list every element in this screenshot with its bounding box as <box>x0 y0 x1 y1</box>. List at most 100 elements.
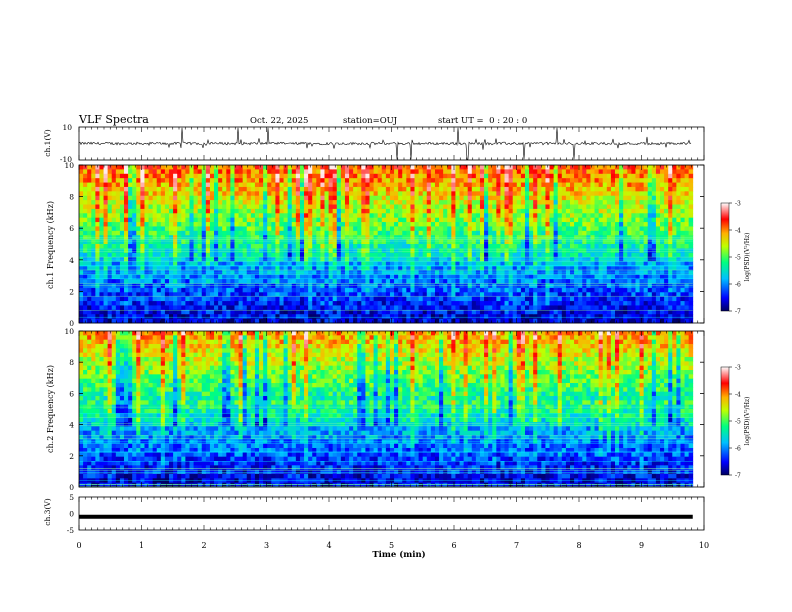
spectrogram-cell <box>447 270 452 276</box>
spectrogram-cell <box>324 191 329 197</box>
spectrogram-cell <box>279 270 284 276</box>
spectrogram-cell <box>451 217 456 223</box>
spectrogram-cell <box>426 287 432 293</box>
spectrogram-cell <box>128 226 133 232</box>
spectrogram-cell <box>565 213 571 219</box>
spectrogram-cell <box>87 182 92 188</box>
spectrogram-cell <box>259 244 264 249</box>
spectrogram-cell <box>639 301 645 306</box>
spectrogram-cell <box>140 318 145 324</box>
spectrogram-cell <box>328 217 334 223</box>
spectrogram-cell <box>144 186 149 192</box>
spectrogram-cell <box>164 195 170 201</box>
spectrogram-cell <box>209 173 215 179</box>
spectrogram-cell <box>177 222 182 227</box>
spectrogram-cell <box>340 169 346 175</box>
spectrogram-cell <box>623 213 628 219</box>
spectrogram-cell <box>492 213 497 219</box>
spectrogram-cell <box>83 230 88 236</box>
spectrogram-cell <box>586 244 591 249</box>
spectrogram-cell <box>537 191 542 197</box>
spectrogram-cell <box>389 195 395 201</box>
spectrogram-cell <box>87 191 92 197</box>
spectrogram-cell <box>574 217 579 223</box>
spectrogram-cell <box>443 274 448 280</box>
spectrogram-cell <box>635 292 640 298</box>
spectrogram-cell <box>471 287 477 293</box>
spectrogram-cell <box>222 208 227 214</box>
spectrogram-cell <box>238 248 244 254</box>
spectrogram-cell <box>369 165 374 170</box>
spectrogram-cell <box>451 265 456 271</box>
spectrogram-cell <box>152 239 158 245</box>
spectrogram-cell <box>332 165 338 170</box>
spectrogram-cell <box>87 204 92 210</box>
spectrogram-cell <box>590 195 595 201</box>
spectrogram-cell <box>508 195 514 201</box>
spectrogram-cell <box>250 287 256 293</box>
spectrogram-cell <box>238 274 244 280</box>
spectrogram-cell <box>467 257 473 262</box>
spectrogram-cell <box>537 182 542 188</box>
spectrogram-cell <box>275 252 280 258</box>
spectrogram-cell <box>406 169 411 175</box>
spectrogram-cell <box>365 230 370 236</box>
spectrogram-cell <box>279 182 284 188</box>
spectrogram-cell <box>124 230 129 236</box>
spectrogram-cell <box>308 178 313 183</box>
spectrogram-cell <box>148 230 154 236</box>
spectrogram-cell <box>83 309 88 315</box>
spectrogram-cell <box>578 178 583 183</box>
spectrogram-cell <box>373 191 379 197</box>
spectrogram-cell <box>610 230 616 236</box>
spectrogram-cell <box>328 226 334 232</box>
spectrogram-cell <box>619 244 624 249</box>
spectrogram-cell <box>463 301 469 306</box>
spectrogram-cell <box>340 208 346 214</box>
spectrogram-cell <box>124 239 129 245</box>
spectrogram-cell <box>492 165 497 170</box>
spectrogram-cell <box>91 305 96 311</box>
spectrogram-cell <box>291 217 297 223</box>
spectrogram-cell <box>594 239 600 245</box>
spectrogram-cell <box>201 296 207 302</box>
spectrogram-cell <box>430 301 436 306</box>
spectrogram-cell <box>594 292 600 298</box>
spectrogram-cell <box>590 169 595 175</box>
spectrogram-cell <box>234 226 239 232</box>
spectrogram-cell <box>201 191 207 197</box>
spectrogram-cell <box>369 195 374 201</box>
spectrogram-cell <box>181 261 186 267</box>
spectrogram-cell <box>205 208 211 214</box>
spectrogram-cell <box>537 318 542 324</box>
spectrogram-cell <box>246 200 252 205</box>
spectrogram-cell <box>398 270 403 276</box>
spectrogram-cell <box>128 186 133 192</box>
spectrogram-cell <box>553 248 559 254</box>
spectrogram-cell <box>275 318 280 324</box>
spectrogram-cell <box>484 208 489 214</box>
spectrogram-cell <box>218 274 223 280</box>
spectrogram-cell <box>529 274 534 280</box>
spectrogram-cell <box>488 261 493 267</box>
spectrogram-cell <box>222 309 227 315</box>
spectrogram-cell <box>615 165 620 170</box>
spectrogram-cell <box>316 279 321 284</box>
spectrogram-cell <box>357 265 362 271</box>
spectrogram-cell <box>402 222 407 227</box>
spectrogram-cell <box>201 195 207 201</box>
spectrogram-cell <box>160 226 166 232</box>
spectrogram-cell <box>148 169 154 175</box>
spectrogram-cell <box>283 222 289 227</box>
spectrogram-cell <box>451 283 456 289</box>
spectrogram-cell <box>197 226 203 232</box>
spectrogram-cell <box>508 222 514 227</box>
spectrogram-cell <box>516 292 522 298</box>
spectrogram-cell <box>406 244 411 249</box>
spectrogram-cell <box>447 274 452 280</box>
spectrogram-cell <box>115 261 121 267</box>
spectrogram-cell <box>83 257 88 262</box>
spectrogram-cell <box>619 301 624 306</box>
spectrogram-cell <box>160 292 166 298</box>
spectrogram-cell <box>410 296 415 302</box>
